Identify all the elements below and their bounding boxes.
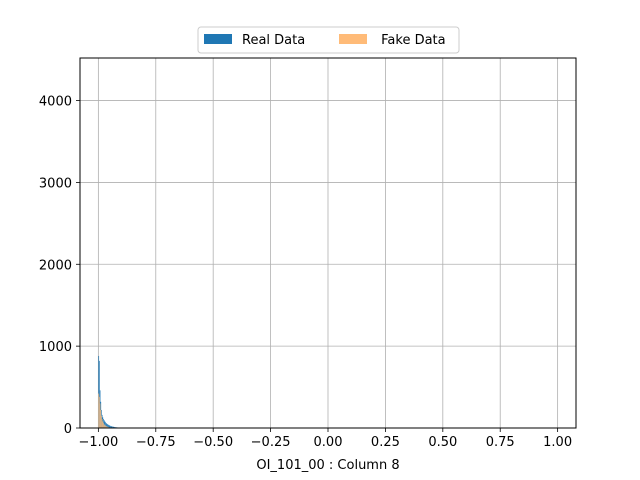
histogram-bar (113, 426, 115, 428)
histogram-bar (111, 426, 113, 428)
histogram-bar (101, 415, 102, 428)
histogram-bar (108, 424, 109, 428)
grid (80, 58, 576, 429)
x-tick-label: 0.25 (371, 435, 400, 450)
histogram-bar (106, 426, 108, 428)
histogram-bar (106, 423, 108, 428)
histogram-bar (98, 393, 100, 428)
histogram-bars (98, 355, 122, 428)
x-tick-label: 0.75 (486, 435, 515, 450)
histogram-bar (105, 425, 106, 428)
y-tick-label: 2000 (39, 258, 72, 273)
histogram-bar (107, 426, 109, 428)
legend-swatch-fake-data (339, 34, 367, 44)
histogram-bar (103, 424, 105, 428)
histogram-bar (105, 423, 107, 428)
histogram-bar (112, 426, 113, 428)
histogram-bar (110, 425, 111, 428)
histogram-bar (99, 360, 100, 428)
legend-swatch-real-data (204, 34, 232, 44)
histogram-bar (103, 420, 105, 428)
y-tick-label: 0 (64, 422, 72, 437)
x-axis-label: OI_101_00 : Column 8 (256, 458, 399, 473)
legend: Real Data Fake Data (197, 26, 460, 54)
histogram-bar (105, 422, 106, 428)
x-tick-label: −0.75 (136, 435, 176, 450)
y-tick-label: 3000 (39, 176, 72, 191)
x-tick-label: 0.00 (314, 435, 343, 450)
legend-label-fake-data: Fake Data (377, 33, 446, 48)
legend-label-real-data: Real Data (242, 33, 305, 48)
histogram-bar (103, 423, 104, 428)
histogram-bar (109, 425, 111, 428)
histogram-bar (110, 426, 112, 428)
histogram-bar (108, 425, 110, 428)
x-tick-label: −0.25 (251, 435, 291, 450)
histogram-bar (99, 396, 100, 428)
legend-box (197, 26, 460, 54)
x-tick-label: −1.00 (78, 435, 118, 450)
histogram-bar (105, 426, 107, 428)
x-tick-label: −0.50 (193, 435, 233, 450)
axis-ticks: −1.00 −0.75 −0.50 −0.25 0.00 0.25 0.50 0.75 1.00… (39, 95, 572, 450)
histogram-bar (100, 409, 102, 428)
histogram-bar (98, 355, 100, 428)
histogram-bar (99, 403, 101, 428)
histogram-bar (102, 421, 104, 428)
histogram-bar (104, 425, 106, 428)
x-tick-label: 1.00 (543, 435, 572, 450)
histogram-bar (101, 418, 103, 428)
histogram-bar (112, 426, 114, 428)
y-tick-label: 4000 (39, 95, 72, 110)
y-tick-label: 1000 (39, 340, 72, 355)
histogram-bar (104, 421, 106, 428)
x-tick-label: 0.50 (428, 435, 457, 450)
histogram-bar (107, 424, 109, 428)
